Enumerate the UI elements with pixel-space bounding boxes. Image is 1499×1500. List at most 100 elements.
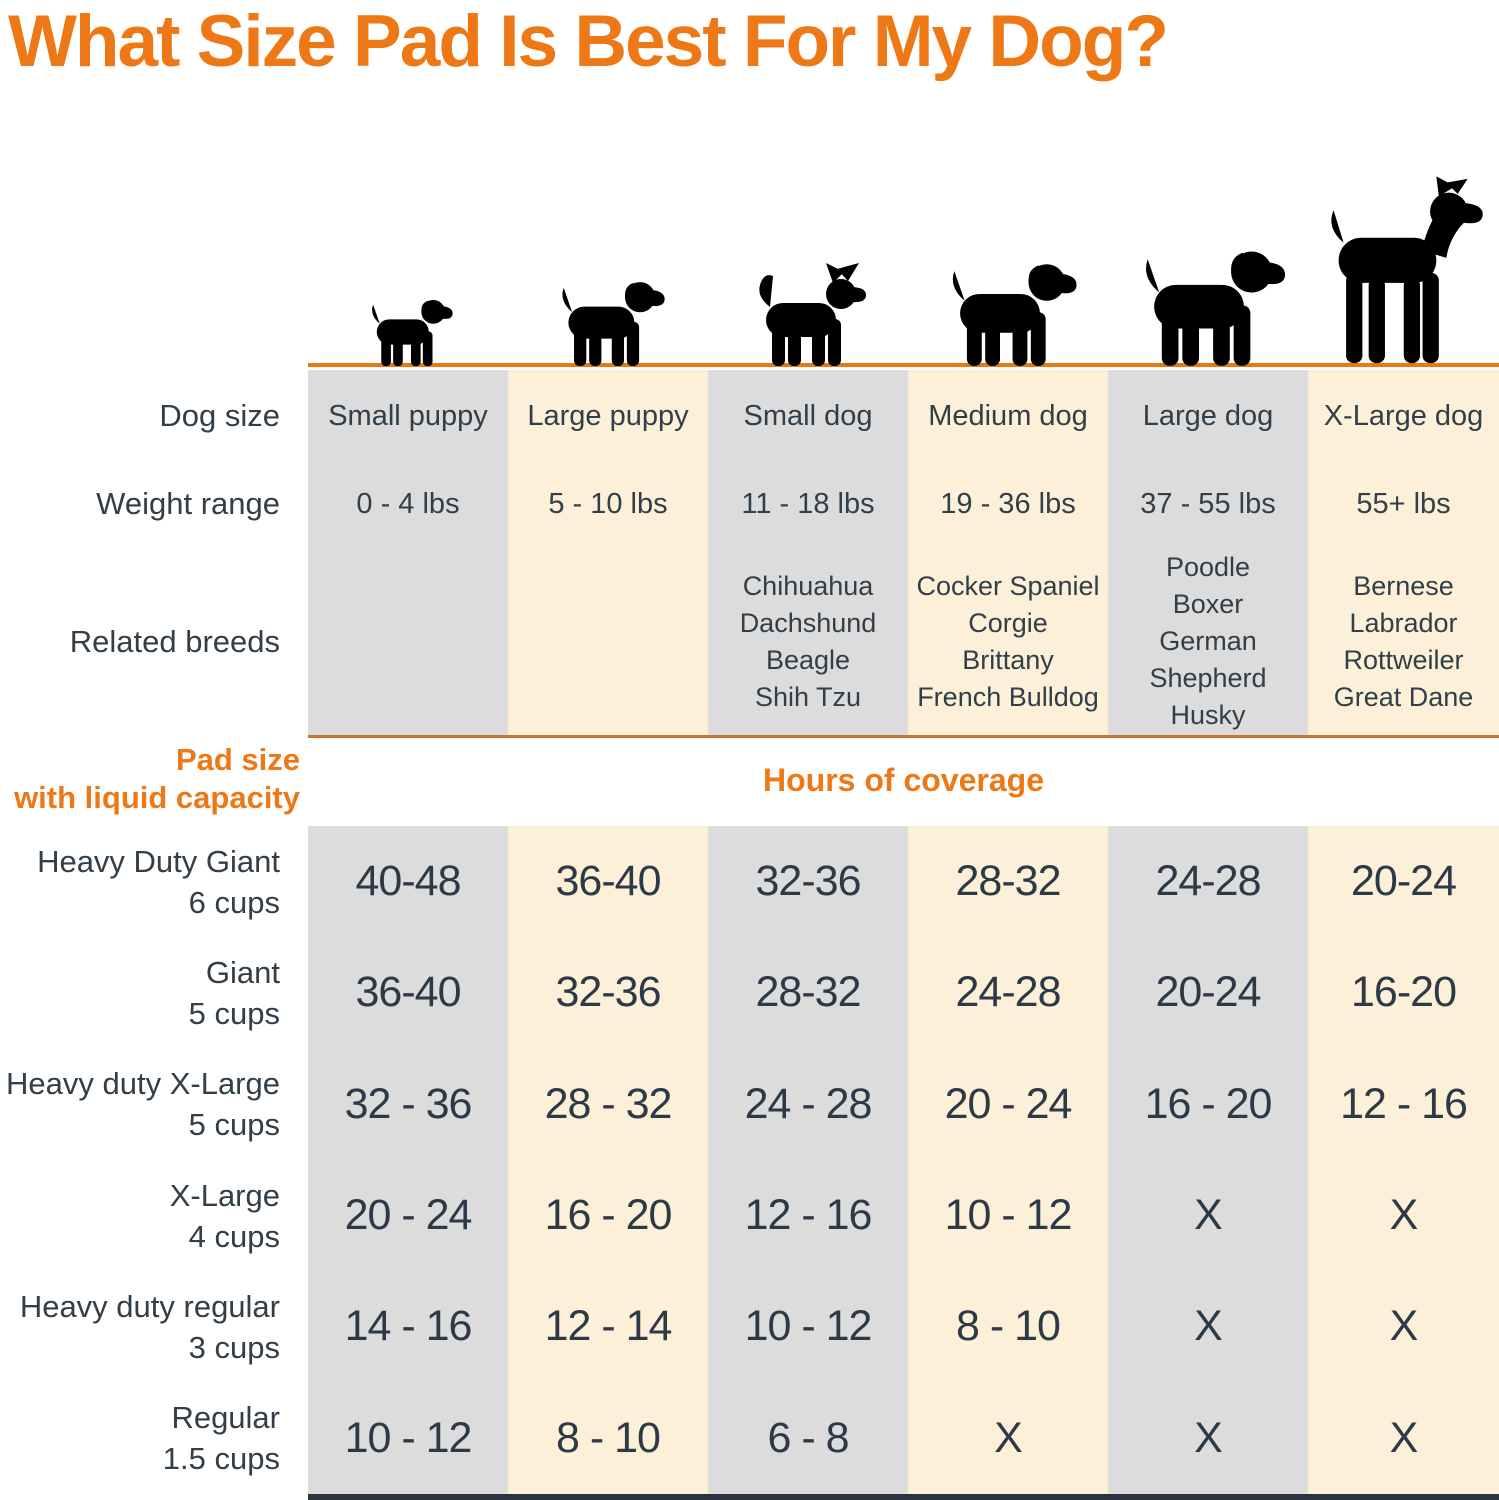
pad-name: X-Large — [169, 1177, 280, 1213]
pad-name: Heavy duty regular — [19, 1288, 280, 1324]
pad-name: Heavy Duty Giant — [37, 843, 280, 879]
breed-item: Cocker Spaniel — [916, 570, 1100, 601]
hours-cell: 32-36 — [755, 857, 862, 906]
pad-row-label: Heavy duty X-Large 5 cups — [0, 1063, 308, 1145]
breed-item: Boxer — [1172, 589, 1244, 619]
header-column-backgrounds — [0, 370, 1499, 735]
column-background-medium-dog — [908, 826, 1108, 1500]
column-background-small-puppy — [308, 826, 508, 1500]
pad-capacity: 3 cups — [188, 1329, 280, 1365]
hours-cell: 28 - 32 — [544, 1079, 673, 1128]
hours-cell: 24 - 28 — [744, 1079, 873, 1128]
dog-size-large-dog: Large dog — [1142, 399, 1274, 432]
x-large-dog-icon — [1331, 176, 1483, 364]
column-background-medium-dog — [908, 370, 1108, 735]
breeds-separator-line — [308, 735, 1499, 738]
dog-size-x-large-dog: X-Large dog — [1323, 399, 1484, 432]
hours-cell: 6 - 8 — [767, 1413, 849, 1462]
hours-cell: 20 - 24 — [344, 1191, 473, 1240]
ground-line — [308, 363, 1499, 367]
column-background-large-puppy — [508, 370, 708, 735]
dog-size-medium-dog: Medium dog — [928, 399, 1088, 432]
large-dog-icon — [1146, 251, 1286, 366]
small-dog-icon — [759, 263, 867, 366]
breed-item: Husky — [1170, 700, 1246, 730]
hours-cell: 16 - 20 — [544, 1191, 673, 1240]
weight-large-puppy: 5 - 10 lbs — [548, 487, 668, 520]
column-background-large-dog — [1108, 370, 1308, 735]
hours-cell: 12 - 14 — [544, 1302, 673, 1351]
small-puppy-icon — [372, 300, 453, 367]
pad-capacity: 5 cups — [188, 995, 280, 1031]
hours-cell: 20-24 — [1155, 968, 1262, 1017]
hours-of-coverage-table: Heavy Duty Giant 6 cups 40-48 36-40 32-3… — [0, 826, 1499, 1494]
pad-size-label-line2: with liquid capacity — [14, 780, 300, 815]
hours-cell: 10 - 12 — [744, 1302, 873, 1351]
hours-cell: 16 - 20 — [1144, 1079, 1273, 1128]
dog-size-row: Dog size Small puppy Large puppy Small d… — [0, 372, 1499, 460]
breed-item: Bernese — [1353, 570, 1454, 601]
hours-of-coverage-header: Hours of coverage — [763, 762, 1044, 798]
column-background-small-dog — [708, 370, 908, 735]
pad-row-label: Heavy Duty Giant 6 cups — [0, 841, 308, 923]
breed-item: Beagle — [765, 644, 851, 675]
hours-cell: 20-24 — [1351, 857, 1457, 906]
pad-row-heavy-duty-x-large: Heavy duty X-Large 5 cups 32 - 36 28 - 3… — [0, 1049, 1499, 1160]
breed-item: Labrador — [1349, 607, 1458, 638]
breeds-large-dog: Poodle Boxer German Shepherd Husky — [1108, 549, 1308, 734]
breed-item: German Shepherd — [1149, 626, 1267, 693]
breed-item: Brittany — [962, 644, 1054, 675]
dog-size-large-puppy: Large puppy — [527, 399, 689, 432]
pad-size-section-label: Pad size with liquid capacity — [0, 741, 308, 817]
column-background-small-dog — [708, 826, 908, 1500]
medium-dog-icon — [952, 264, 1077, 366]
hours-cell: X — [1194, 1413, 1223, 1462]
pad-capacity: 4 cups — [188, 1218, 280, 1254]
hours-cell: 16-20 — [1351, 968, 1457, 1017]
breed-item: French Bulldog — [917, 681, 1099, 712]
column-background-large-puppy — [508, 826, 708, 1500]
pad-capacity: 1.5 cups — [162, 1441, 280, 1477]
pad-name: Heavy duty X-Large — [6, 1066, 280, 1102]
hours-cell: 40-48 — [355, 857, 462, 906]
hours-cell: 8 - 10 — [956, 1302, 1061, 1351]
pad-row-heavy-duty-regular: Heavy duty regular 3 cups 14 - 16 12 - 1… — [0, 1271, 1499, 1382]
pad-row-x-large: X-Large 4 cups 20 - 24 16 - 20 12 - 16 1… — [0, 1160, 1499, 1271]
pad-row-regular: Regular 1.5 cups 10 - 12 8 - 10 6 - 8 X … — [0, 1383, 1499, 1494]
weight-small-puppy: 0 - 4 lbs — [356, 487, 460, 520]
hours-cell: 14 - 16 — [344, 1302, 473, 1351]
breeds-medium-dog: Cocker Spaniel Corgie Brittany French Bu… — [908, 568, 1108, 716]
dog-size-small-puppy: Small puppy — [328, 399, 488, 432]
pad-capacity: 6 cups — [188, 884, 280, 920]
dog-size-small-dog: Small dog — [743, 399, 873, 432]
pad-row-label: Giant 5 cups — [0, 952, 308, 1034]
hours-cell: 36-40 — [355, 968, 462, 1017]
hours-cell: X — [1194, 1191, 1223, 1240]
breed-item: Dachshund — [739, 607, 877, 638]
pad-row-label: Heavy duty regular 3 cups — [0, 1286, 308, 1368]
pad-name: Regular — [171, 1400, 280, 1436]
hours-cell: 28-32 — [755, 968, 862, 1017]
weight-range-row-label: Weight range — [96, 486, 280, 521]
page-title: What Size Pad Is Best For My Dog? — [8, 1, 1169, 82]
hours-cell: X — [1389, 1413, 1419, 1462]
weight-large-dog: 37 - 55 lbs — [1140, 487, 1276, 520]
breed-item: Rottweiler — [1343, 644, 1464, 675]
data-column-backgrounds — [0, 826, 1499, 1500]
breeds-x-large-dog: Bernese Labrador Rottweiler Great Dane — [1308, 568, 1499, 716]
column-background-large-dog — [1108, 826, 1308, 1500]
dog-size-row-label: Dog size — [159, 398, 280, 433]
hours-cell: 32 - 36 — [344, 1079, 473, 1128]
pad-row-label: X-Large 4 cups — [0, 1175, 308, 1257]
hours-cell: 28-32 — [955, 857, 1062, 906]
breed-item: Shih Tzu — [754, 681, 862, 712]
hours-cell: 12 - 16 — [1340, 1079, 1468, 1128]
breed-item: Great Dane — [1333, 681, 1474, 712]
bottom-edge-strip — [308, 1494, 1499, 1500]
hours-cell: 32-36 — [555, 968, 662, 1017]
column-background-small-puppy — [308, 370, 508, 735]
hours-cell: 10 - 12 — [344, 1413, 473, 1462]
hours-cell: 36-40 — [555, 857, 662, 906]
hours-cell: 12 - 16 — [744, 1191, 873, 1240]
